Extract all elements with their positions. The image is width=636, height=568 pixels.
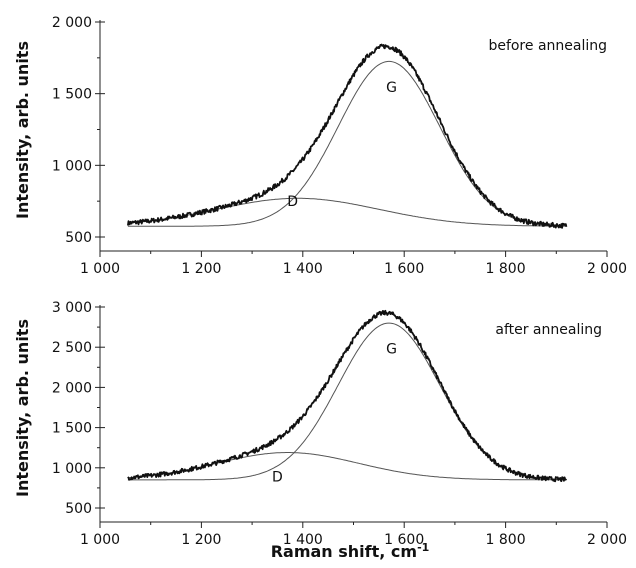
y-axis-label: Intensity, arb. units — [13, 319, 32, 497]
peak-label-d: D — [272, 469, 283, 485]
x-tick-label: 1 600 — [384, 532, 424, 548]
y-tick-label: 3 000 — [52, 300, 92, 316]
x-tick-label: 1 400 — [283, 532, 323, 548]
fit-component-g — [127, 322, 567, 481]
x-tick-label: 1 000 — [80, 261, 120, 277]
y-tick-label: 500 — [65, 501, 92, 517]
y-tick-label: 2 500 — [52, 340, 92, 356]
x-tick-label: 1 600 — [384, 261, 424, 277]
x-tick-label: 1 200 — [181, 261, 221, 277]
panel-after-annealing: 500 1 000 1 500 2 000 2 500 3 000 1 000 1 200 1 … — [13, 300, 627, 548]
x-tick-label: 2 000 — [587, 532, 627, 548]
x-axis-label-text: Raman shift, cm — [271, 542, 417, 561]
x-tick-label: 1 400 — [283, 261, 323, 277]
panel-annotation: before annealing — [488, 38, 607, 54]
y-axis-label: Intensity, arb. units — [13, 41, 32, 219]
y-tick-label: 1 500 — [52, 87, 92, 103]
y-tick-label: 1 000 — [52, 158, 92, 174]
peak-label-g: G — [386, 80, 397, 96]
panel-before-annealing: 500 1 000 1 500 2 000 1 000 1 200 1 400 1 600 1 … — [13, 15, 627, 277]
y-tick-label: 1 000 — [52, 461, 92, 477]
spectrum-line — [127, 43, 568, 229]
peak-label-d: D — [287, 194, 298, 210]
y-tick-label: 1 500 — [52, 421, 92, 437]
panel-annotation: after annealing — [495, 322, 602, 338]
y-tick-label: 500 — [65, 230, 92, 246]
x-tick-label: 1 800 — [486, 532, 526, 548]
y-tick-label: 2 000 — [52, 15, 92, 31]
x-axis-label-superscript: -1 — [417, 541, 429, 554]
x-tick-label: 1 200 — [181, 532, 221, 548]
x-axis-label: Raman shift, cm-1 — [271, 541, 430, 561]
x-tick-label: 2 000 — [587, 261, 627, 277]
x-tick-label: 1 800 — [486, 261, 526, 277]
y-tick-label: 2 000 — [52, 380, 92, 396]
peak-label-g: G — [386, 342, 397, 358]
spectrum-line — [127, 309, 568, 483]
x-tick-label: 1 000 — [80, 532, 120, 548]
